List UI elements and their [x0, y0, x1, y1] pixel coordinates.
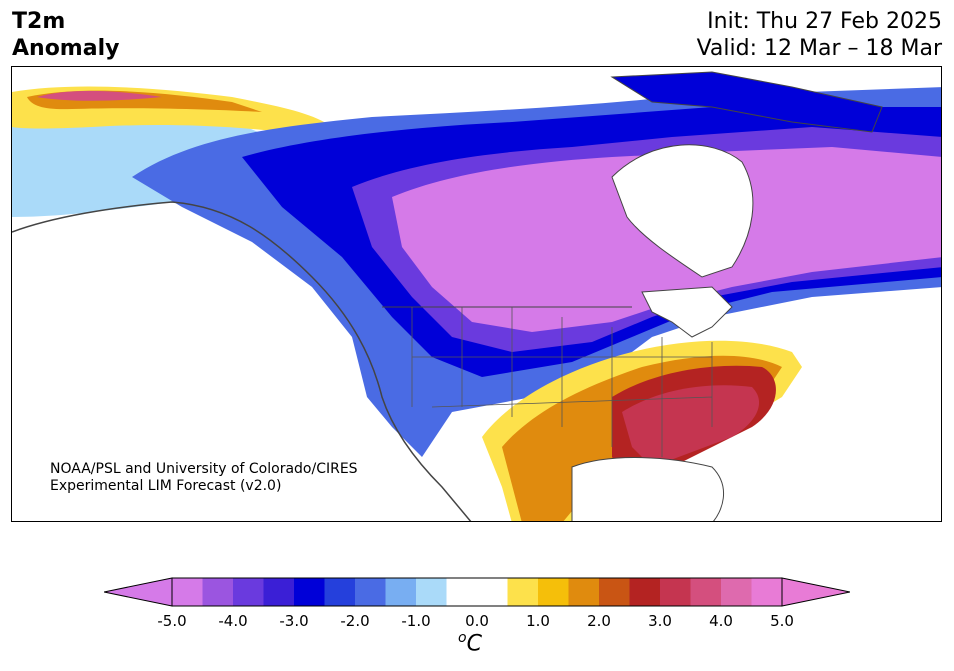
colorbar-segment: [355, 578, 386, 606]
anomaly-region-arctic-hot: [37, 90, 162, 101]
anomaly-map-svg: [12, 67, 941, 521]
colorbar-tick-label: 1.0: [526, 612, 550, 630]
colorbar-segment: [507, 578, 539, 606]
init-date: Init: Thu 27 Feb 2025: [707, 9, 942, 34]
colorbar-segment: [629, 578, 661, 606]
colorbar-extend-high: [781, 577, 850, 607]
gulf-of-mexico: [571, 457, 725, 521]
map-credit: NOAA/PSL and University of Colorado/CIRE…: [50, 461, 358, 495]
credit-line-1: NOAA/PSL and University of Colorado/CIRE…: [50, 461, 358, 477]
map-title: T2m Anomaly: [12, 8, 119, 62]
colorbar-segment: [446, 578, 478, 606]
colorbar-tick-label: 3.0: [648, 612, 672, 630]
credit-line-2: Experimental LIM Forecast (v2.0): [50, 478, 282, 494]
hudson-bay-water: [611, 144, 754, 278]
unit-letter: C: [466, 631, 482, 657]
colorbar-tick-label: -2.0: [340, 612, 370, 630]
colorbar-segment: [202, 578, 234, 606]
colorbar-segment: [660, 578, 691, 606]
colorbar-segment: [263, 578, 295, 606]
title-variable: T2m: [12, 9, 66, 34]
colorbar: [104, 577, 850, 607]
colorbar-tick-label: -4.0: [218, 612, 248, 630]
colorbar-segment: [690, 578, 722, 606]
colorbar-segment: [416, 578, 447, 606]
colorbar-segment: [751, 578, 783, 606]
colorbar-tick-label: -1.0: [401, 612, 431, 630]
colorbar-tick-label: -5.0: [157, 612, 187, 630]
colorbar-segment: [477, 578, 508, 606]
anomaly-map: NOAA/PSL and University of Colorado/CIRE…: [11, 66, 942, 522]
arctic-islands: [610, 71, 883, 133]
colorbar-border: [171, 577, 783, 607]
colorbar-tick-label: 4.0: [709, 612, 733, 630]
colorbar-segment: [172, 578, 203, 606]
colorbar-segment: [538, 578, 569, 606]
valid-range: Valid: 12 Mar – 18 Mar: [696, 36, 942, 61]
colorbar-tick-label: 5.0: [770, 612, 794, 630]
colorbar-tick-label: 2.0: [587, 612, 611, 630]
unit-degree: o: [458, 630, 467, 646]
forecast-dates: Init: Thu 27 Feb 2025 Valid: 12 Mar – 18…: [697, 8, 942, 62]
colorbar-extend-low: [104, 577, 173, 607]
colorbar-unit: oC: [458, 630, 482, 656]
colorbar-segment: [568, 578, 600, 606]
title-anomaly: Anomaly: [12, 36, 120, 61]
colorbar-segment: [294, 578, 325, 606]
state-borders: [411, 307, 713, 457]
anomaly-region-se-rose: [622, 385, 760, 467]
great-lakes: [641, 286, 733, 338]
colorbar-tick-label: 0.0: [465, 612, 489, 630]
coastline: [12, 201, 472, 521]
colorbar-segment: [324, 578, 356, 606]
colorbar-segment: [385, 578, 417, 606]
colorbar-segment: [721, 578, 752, 606]
colorbar-segment: [599, 578, 630, 606]
colorbar-tick-label: -3.0: [279, 612, 309, 630]
colorbar-segment: [233, 578, 264, 606]
